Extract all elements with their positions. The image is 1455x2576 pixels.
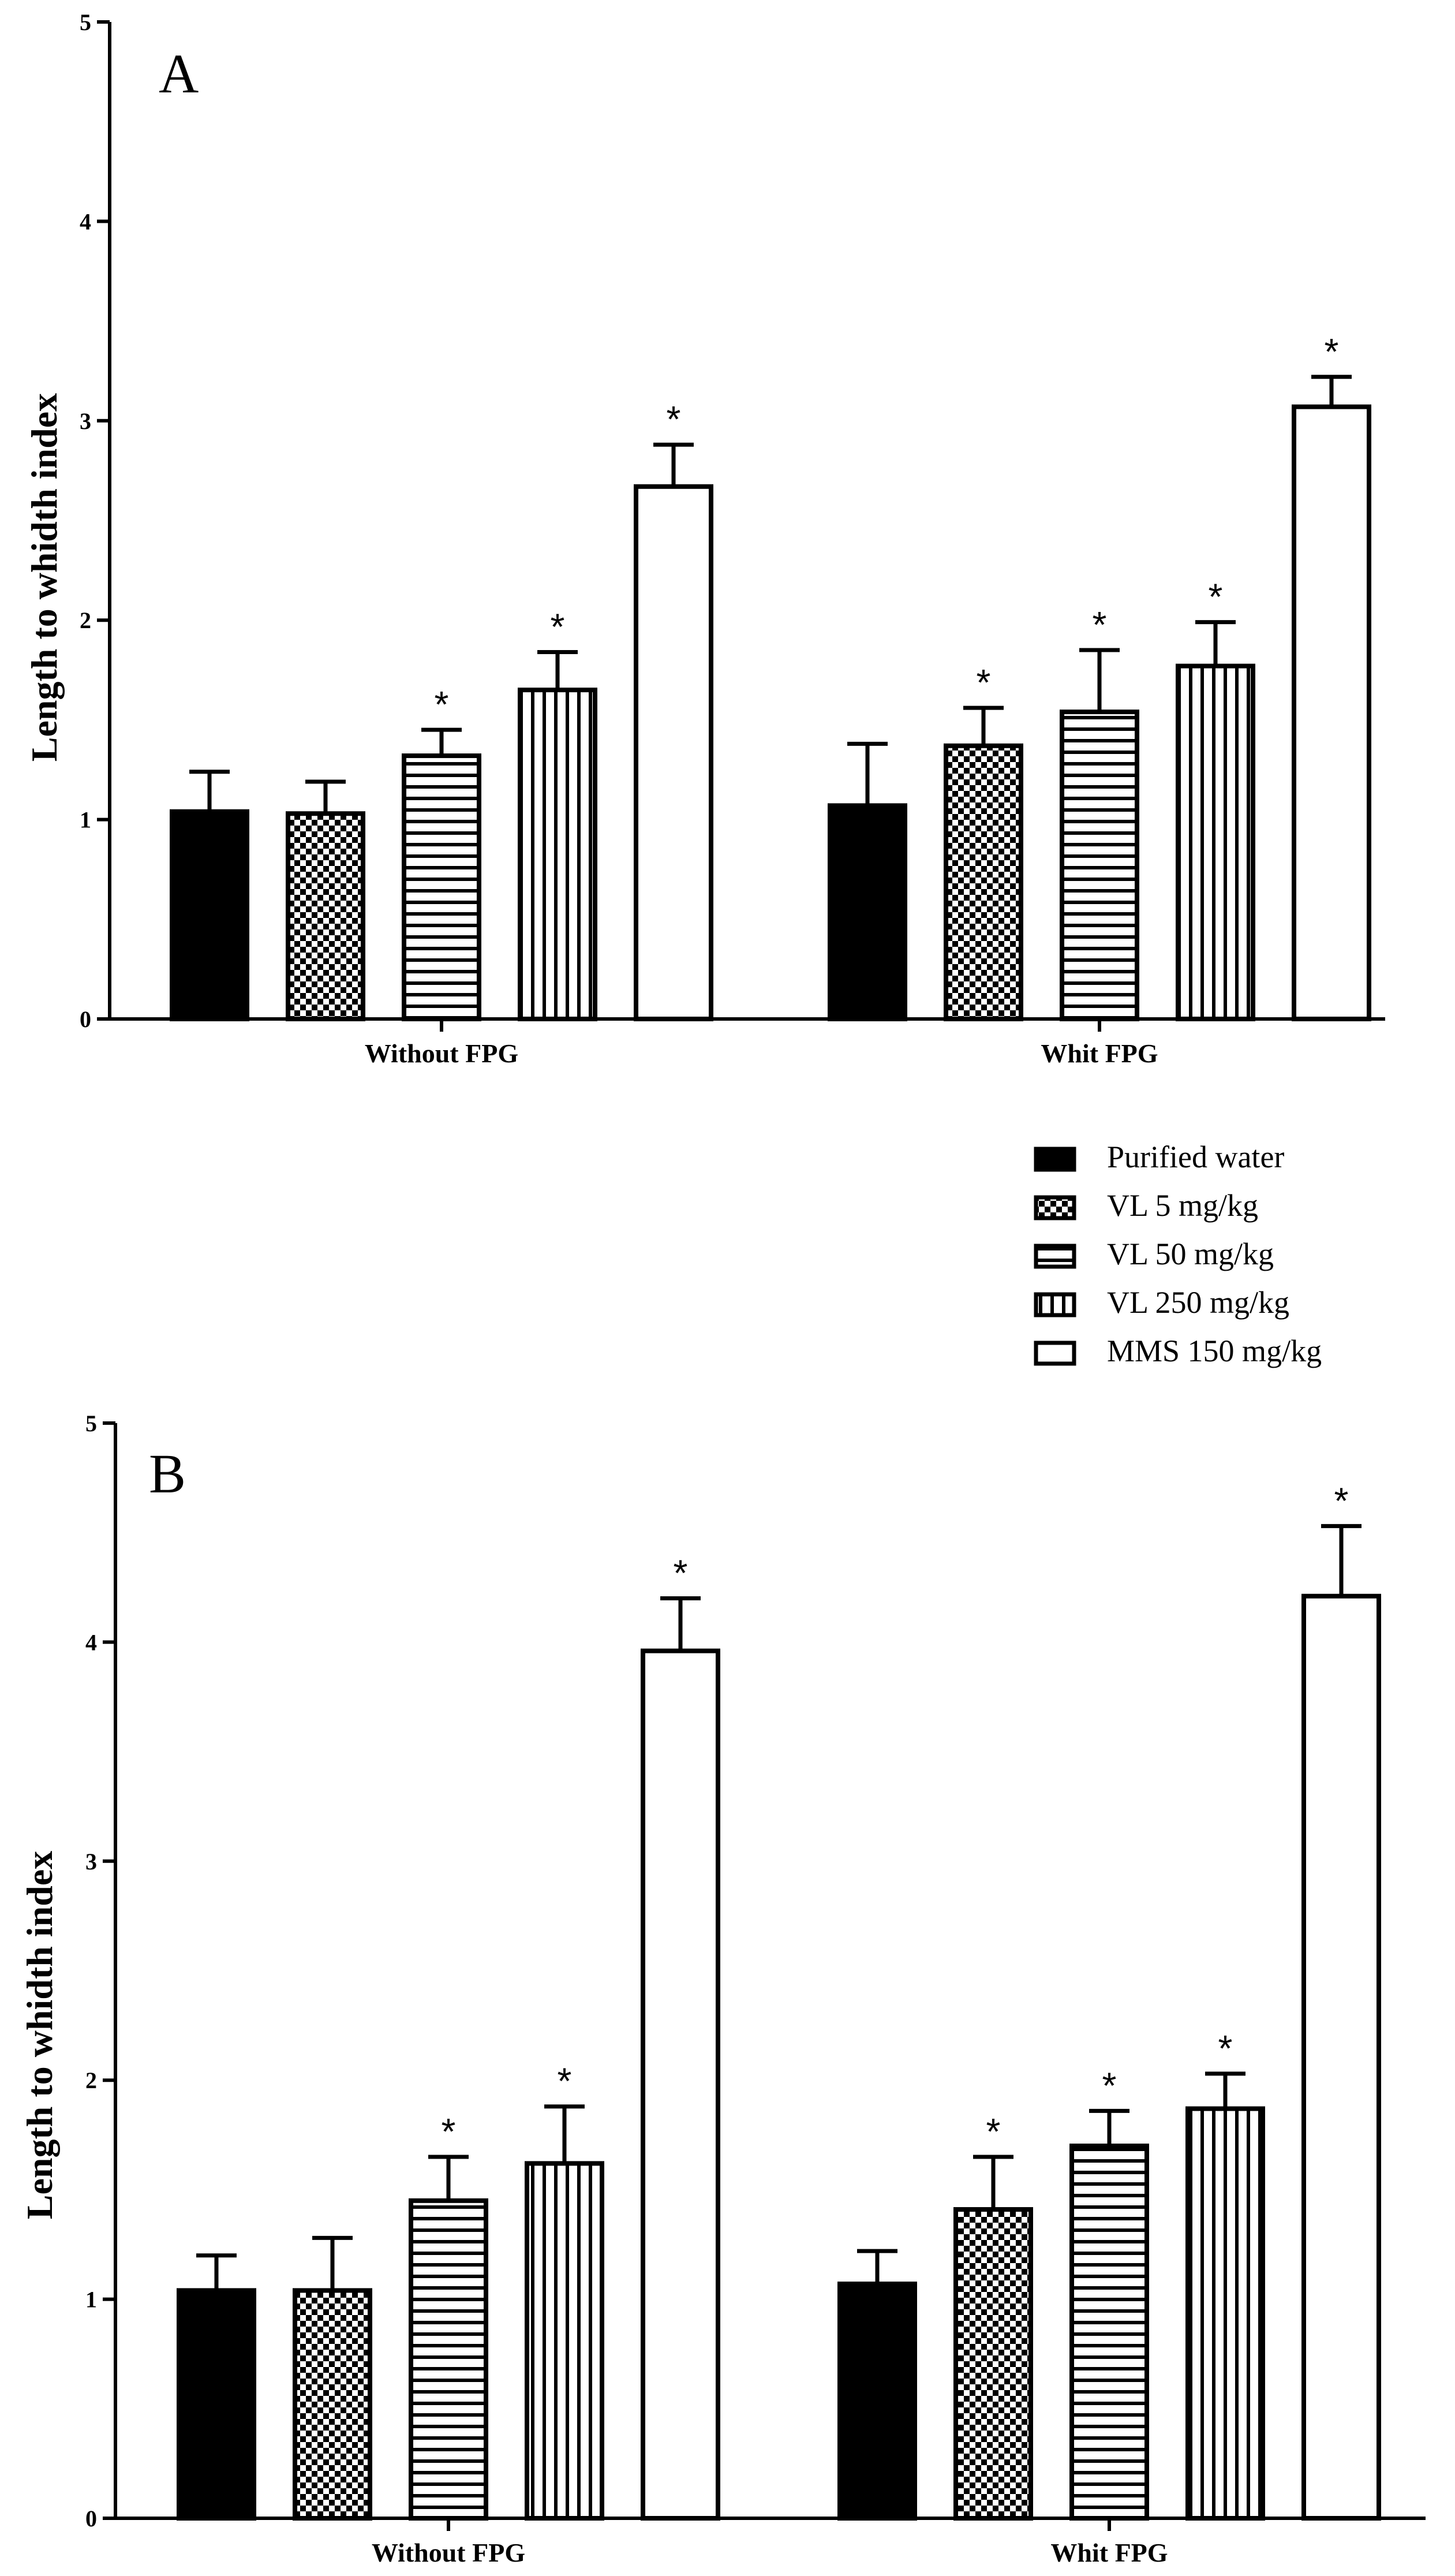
bar (837, 2282, 917, 2521)
panel-label: A (159, 43, 199, 104)
y-tick-label: 3 (80, 408, 91, 434)
bar (634, 484, 713, 1021)
significance-marker: * (1218, 2028, 1233, 2069)
bar (170, 809, 249, 1022)
legend-swatch (1034, 1147, 1076, 1172)
significance-marker: * (1093, 604, 1107, 645)
y-tick-label: 1 (85, 2287, 97, 2313)
bar (293, 2288, 372, 2521)
bar (518, 688, 597, 1021)
y-tick-label: 5 (85, 1410, 97, 1436)
significance-marker: * (435, 684, 449, 725)
bar (1069, 2144, 1149, 2521)
y-tick-label: 4 (85, 1629, 97, 1655)
bar (177, 2288, 256, 2521)
significance-marker: * (1325, 331, 1339, 372)
significance-marker: * (977, 662, 991, 703)
bar (1185, 2106, 1265, 2521)
bar (1060, 710, 1139, 1021)
bar (953, 2207, 1033, 2521)
legend-label: VL 250 mg/kg (1107, 1285, 1289, 1320)
legend-label: MMS 150 mg/kg (1107, 1334, 1322, 1368)
significance-marker: * (442, 2111, 456, 2152)
legend-swatch (1034, 1292, 1076, 1317)
y-tick-label: 2 (80, 607, 91, 633)
y-axis-title: Length to whidth index (19, 1851, 60, 2219)
legend-swatch (1034, 1341, 1076, 1366)
bar (1176, 663, 1255, 1021)
legend-label: Purified water (1107, 1140, 1284, 1174)
y-tick-label: 1 (80, 807, 91, 833)
bar (641, 1648, 720, 2521)
significance-marker: * (1102, 2064, 1117, 2106)
significance-marker: * (986, 2111, 1001, 2152)
bar (944, 743, 1023, 1021)
legend: Purified water VL 5 mg/kg VL 50 mg/kg VL 25… (1034, 1140, 1322, 1368)
x-category-label: Without FPG (365, 1039, 518, 1068)
significance-marker: * (1334, 1480, 1349, 1521)
bar (402, 753, 481, 1022)
y-tick-label: 0 (85, 2506, 97, 2532)
bar (409, 2198, 488, 2521)
legend-label: VL 5 mg/kg (1107, 1188, 1258, 1223)
panel-label: B (149, 1443, 186, 1504)
bar (525, 2161, 604, 2521)
significance-marker: * (667, 398, 681, 440)
x-category-label: Whit FPG (1041, 1039, 1158, 1068)
y-tick-label: 3 (85, 1849, 97, 1875)
legend-swatch (1034, 1244, 1076, 1269)
chart-panel-b: B Length to whidth index 0 1 2 3 4 5 Without F… (19, 1410, 1426, 2567)
significance-marker: * (1209, 576, 1223, 618)
y-tick-label: 5 (80, 9, 91, 35)
bar (286, 811, 365, 1022)
x-category-label: Without FPG (372, 2538, 525, 2567)
legend-swatch (1034, 1195, 1076, 1220)
legend-label: VL 50 mg/kg (1107, 1237, 1274, 1271)
chart-panel-a: A Length to whidth index 0 1 2 3 4 5 Without F… (24, 9, 1385, 1068)
significance-marker: * (551, 606, 565, 647)
bar (1292, 404, 1371, 1022)
significance-marker: * (558, 2060, 572, 2102)
x-category-label: Whit FPG (1050, 2538, 1168, 2567)
y-axis-title: Length to whidth index (24, 393, 65, 761)
y-tick-label: 2 (85, 2067, 97, 2093)
chart-marks: 0 1 2 3 4 5 Without FPG * * * Whit FPG * * * * (80, 9, 1385, 1068)
bar (1301, 1593, 1381, 2521)
y-tick-label: 0 (80, 1006, 91, 1032)
bar (828, 803, 907, 1021)
chart-marks: 0 1 2 3 4 5 Without FPG * * * Whit FPG * * * * (85, 1410, 1426, 2567)
significance-marker: * (674, 1552, 688, 1594)
y-tick-label: 4 (80, 208, 91, 234)
